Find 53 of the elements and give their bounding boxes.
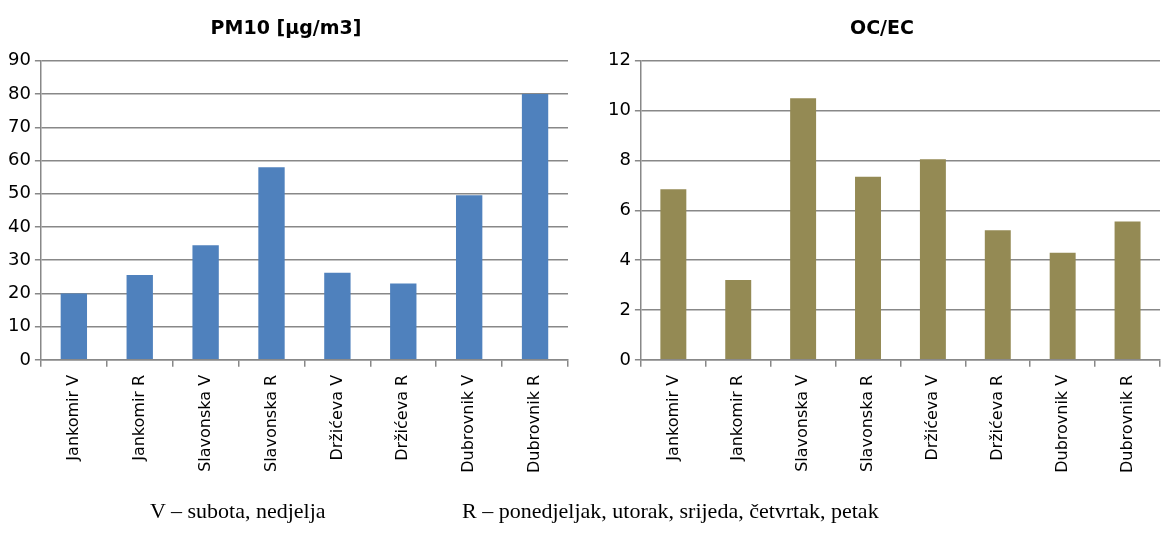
bar bbox=[660, 189, 687, 360]
y-tick-label: 30 bbox=[8, 247, 31, 269]
y-tick-label: 20 bbox=[8, 281, 31, 303]
bar bbox=[60, 293, 88, 360]
y-tick-label: 80 bbox=[8, 81, 31, 103]
y-tick-label: 0 bbox=[19, 347, 31, 369]
bar bbox=[192, 245, 219, 360]
chart-title: PM10 [µg/m3] bbox=[210, 16, 362, 39]
text: V – subota, nedjelja bbox=[150, 498, 326, 524]
bar bbox=[984, 230, 1011, 360]
x-tick-label: Držićeva R bbox=[392, 374, 412, 461]
text: R – ponedjeljak, utorak, srijeda, četvrtak, petak bbox=[462, 498, 879, 524]
x-tick-label: Slavonska R bbox=[260, 374, 280, 472]
y-tick-label: 2 bbox=[619, 297, 631, 319]
y-tick-label: 12 bbox=[608, 48, 631, 70]
y-tick-label: 6 bbox=[619, 197, 631, 219]
bar bbox=[324, 272, 351, 360]
y-tick-label: 60 bbox=[8, 148, 31, 170]
x-tick-label: Dubrovnik V bbox=[1051, 374, 1071, 473]
bar bbox=[1114, 221, 1141, 360]
y-tick-label: 10 bbox=[8, 314, 31, 336]
y-tick-label: 40 bbox=[8, 214, 31, 236]
x-tick-label: Jankomir V bbox=[662, 374, 682, 462]
bar bbox=[790, 98, 817, 360]
bar bbox=[455, 195, 483, 360]
x-tick-label: Držićeva V bbox=[922, 374, 942, 461]
bar bbox=[390, 283, 417, 360]
x-tick-label: Dubrovnik R bbox=[524, 374, 544, 473]
x-tick-label: Dubrovnik R bbox=[1116, 374, 1136, 473]
x-tick-label: Jankomir V bbox=[63, 374, 82, 462]
bar bbox=[258, 167, 285, 360]
y-tick-label: 0 bbox=[619, 347, 631, 369]
x-tick-label: Jankomir R bbox=[128, 374, 148, 462]
bar bbox=[1049, 252, 1076, 360]
y-tick-label: 10 bbox=[608, 98, 631, 120]
bar bbox=[521, 94, 549, 360]
x-tick-label: Slavonska V bbox=[792, 374, 812, 472]
y-tick-label: 90 bbox=[8, 48, 31, 70]
x-tick-label: Dubrovnik V bbox=[458, 374, 478, 473]
bar bbox=[919, 159, 946, 360]
bar bbox=[855, 176, 881, 360]
x-tick-label: Držićeva V bbox=[326, 374, 346, 461]
bar bbox=[126, 275, 153, 360]
x-tick-label: Slavonska V bbox=[194, 374, 214, 472]
chart-title: OC/EC bbox=[850, 16, 914, 39]
x-tick-label: Jankomir R bbox=[727, 374, 747, 462]
y-tick-label: 8 bbox=[619, 148, 631, 170]
y-tick-label: 50 bbox=[8, 181, 31, 203]
x-tick-label: Držićeva R bbox=[986, 374, 1006, 461]
y-tick-label: 4 bbox=[619, 247, 631, 269]
bar bbox=[725, 280, 752, 360]
y-tick-label: 70 bbox=[8, 114, 31, 136]
x-tick-label: Slavonska R bbox=[857, 374, 877, 472]
